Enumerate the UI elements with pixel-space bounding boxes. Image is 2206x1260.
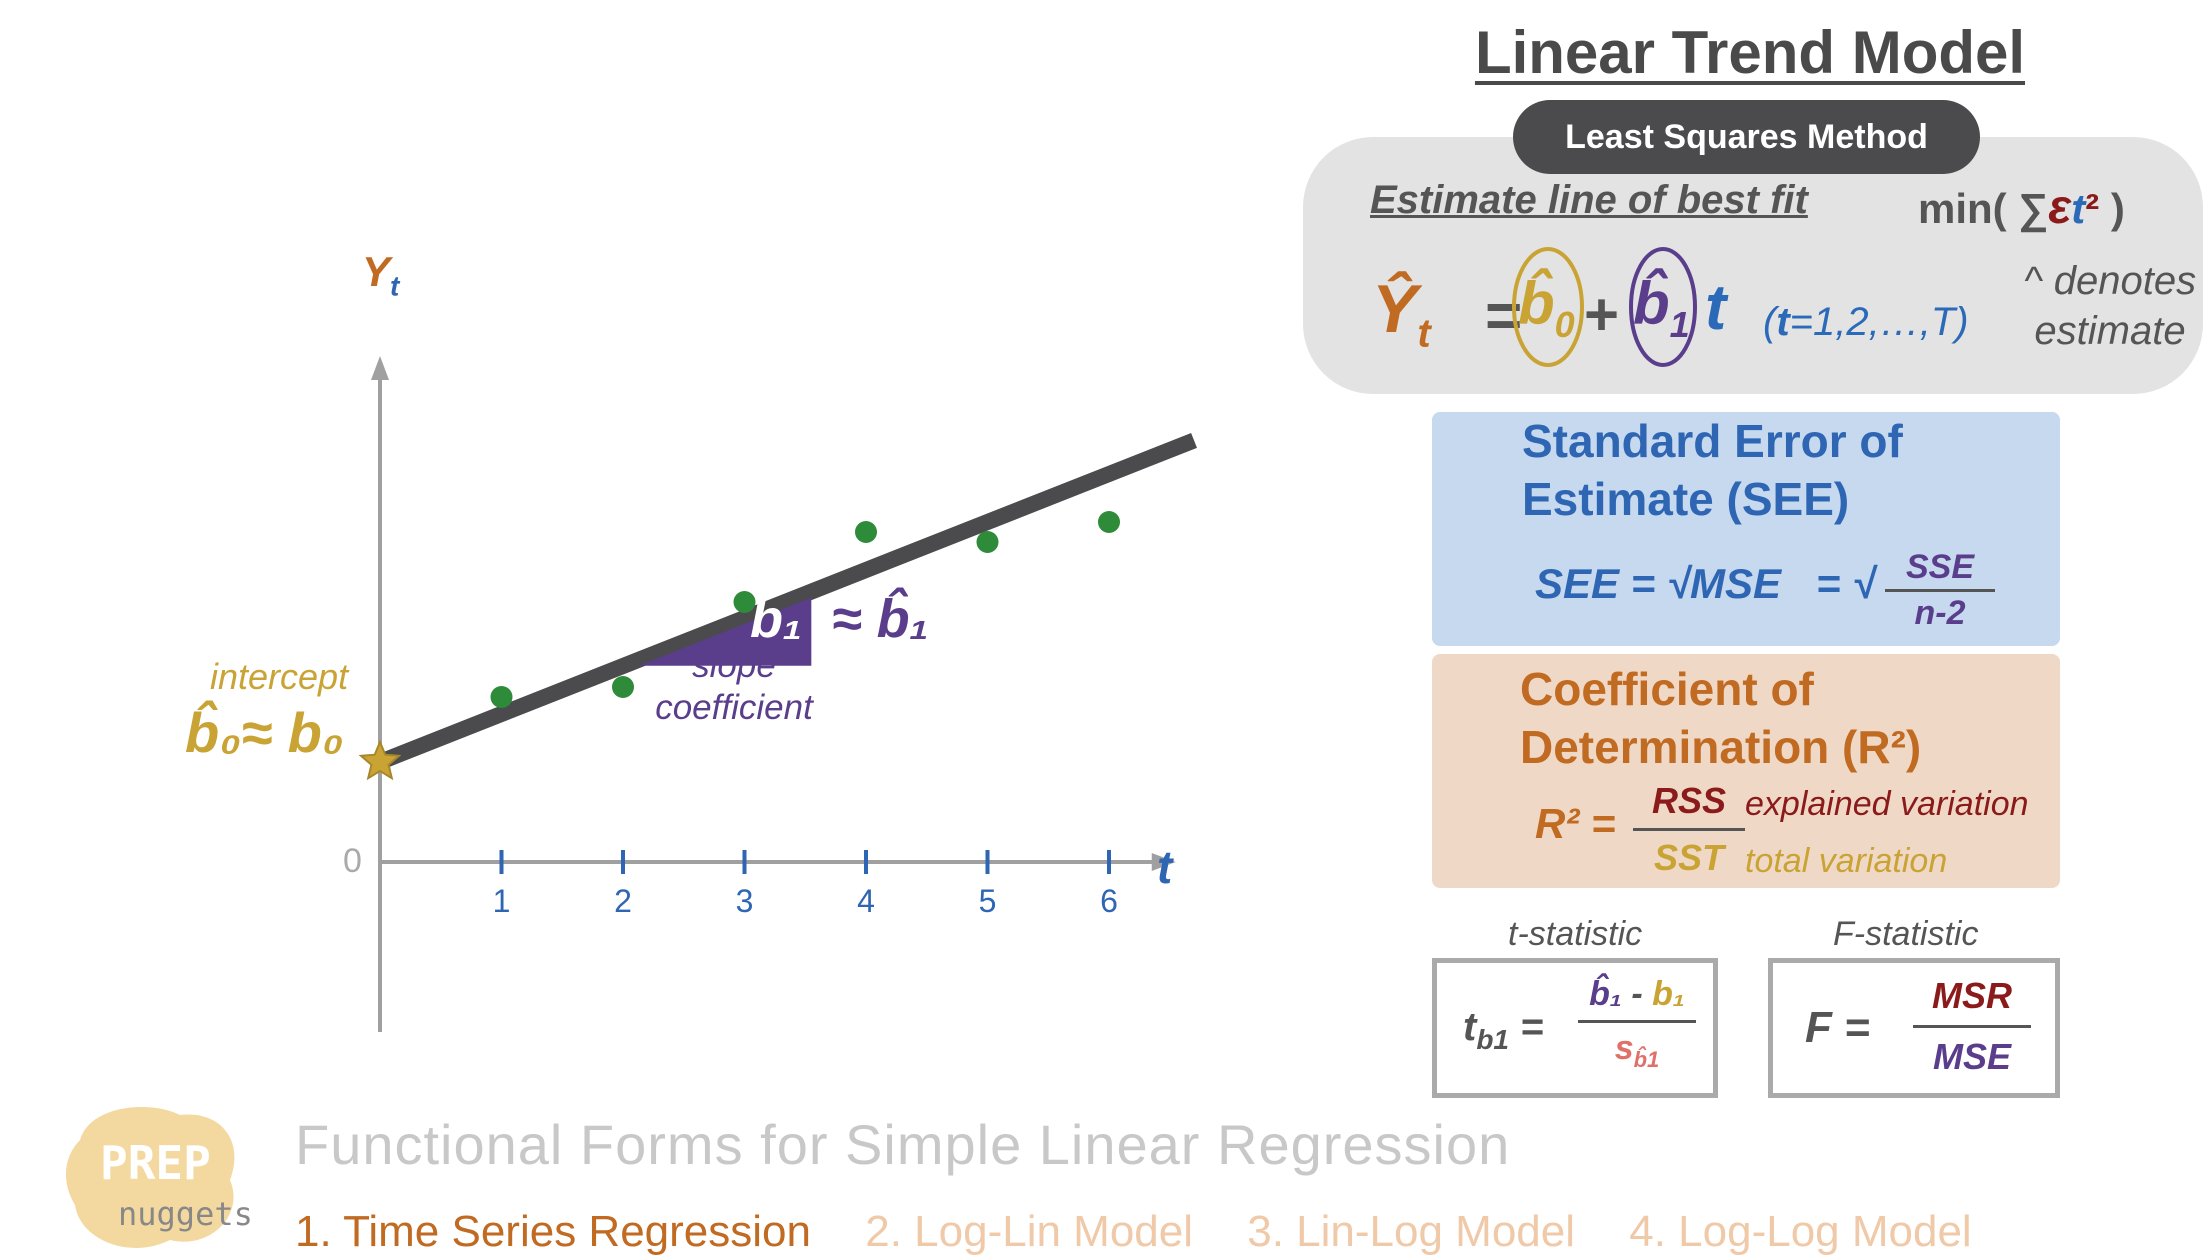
linear-trend-chart: 1 2 3 4 5 6 xyxy=(358,356,1197,1032)
r2-explained-label: explained variation xyxy=(1745,785,2029,823)
f-statistic-fraction: MSR MSE xyxy=(1913,975,2031,1078)
r2-lhs: R² = xyxy=(1535,800,1616,847)
see-title-line-2: Estimate (SEE) xyxy=(1522,473,1850,525)
prep-nuggets-logo: PREP nuggets xyxy=(60,1100,253,1260)
data-point xyxy=(733,591,756,613)
r2-panel xyxy=(1432,654,2060,888)
hat-note-line-2: estimate xyxy=(2034,309,2186,353)
chart-labels xyxy=(358,739,402,781)
min-epsilon: ε xyxy=(2048,181,2072,234)
slope-triangle xyxy=(638,597,812,666)
equation-plus: + xyxy=(1584,281,1620,348)
data-point xyxy=(612,676,634,698)
trend-line xyxy=(377,432,1197,770)
chart-axes xyxy=(371,356,1176,1032)
f-statistic-box xyxy=(1768,958,2060,1098)
r2-title-line-2: Determination (R²) xyxy=(1520,721,1922,773)
topic-list: 1. Time Series Regression 2. Log-Lin Mod… xyxy=(295,1207,2014,1257)
data-point xyxy=(490,686,513,708)
footer-subtitle: Functional Forms for Simple Linear Regre… xyxy=(295,1113,1511,1176)
min-square: ² xyxy=(2085,185,2100,232)
f-numerator: MSR xyxy=(1932,975,2012,1016)
least-squares-pill: Least Squares Method xyxy=(1513,100,1980,174)
least-squares-panel xyxy=(1303,137,2203,394)
equation-b0-circled: b̂0 xyxy=(1510,245,1586,369)
r2-total-label: total variation xyxy=(1745,842,1948,880)
b0-circle-icon xyxy=(1512,247,1584,367)
equation-yhat: Ŷt xyxy=(1372,271,1431,356)
x-axis-arrow-icon xyxy=(1151,853,1176,871)
logo-prep-text: PREP xyxy=(100,1136,211,1190)
y-axis-arrow-icon xyxy=(371,356,389,380)
min-prefix: min( ∑ xyxy=(1918,185,2049,232)
x-tick-label: 4 xyxy=(857,883,875,919)
t-statistic-fraction: b̂₁ - b₁ sb̂1 xyxy=(1578,975,1696,1073)
estimate-label: Estimate line of best fit xyxy=(1370,178,1808,222)
see-title-line-1: Standard Error of xyxy=(1522,415,1903,467)
slope-label-line-1: slope xyxy=(692,646,776,685)
slope-b1-label: b₁ xyxy=(750,589,802,649)
topic-log-log[interactable]: 4. Log-Log Model xyxy=(1629,1207,1972,1256)
see-numerator: SSE xyxy=(1905,548,1975,586)
x-tick-label: 2 xyxy=(614,883,632,919)
slope-coefficient-label: slope coefficient xyxy=(648,645,820,729)
x-axis-label: t xyxy=(1157,841,1173,893)
hat-denotes-note: ^ denotes estimate xyxy=(2010,256,2206,356)
t-denominator: sb̂1 xyxy=(1614,1029,1660,1072)
slope-label-line-2: coefficient xyxy=(655,688,813,727)
data-point xyxy=(976,531,999,553)
r2-fraction: RSS SST xyxy=(1633,780,1745,879)
page-title: Linear Trend Model xyxy=(1474,19,2026,86)
equation-t: t xyxy=(1705,271,1727,343)
y-axis-label: Yt xyxy=(362,248,400,302)
data-point xyxy=(855,521,877,543)
see-title: Standard Error of Estimate (SEE) xyxy=(1522,412,1903,528)
topic-log-lin[interactable]: 2. Log-Lin Model xyxy=(865,1207,1193,1256)
x-tick-label: 6 xyxy=(1100,883,1118,919)
min-expression: min( ∑εt² ) xyxy=(1918,180,2125,235)
t-statistic-label: t-statistic xyxy=(1508,915,1643,953)
logo-blob-icon xyxy=(65,1107,235,1248)
data-points xyxy=(490,511,1120,708)
x-tick-label: 5 xyxy=(979,883,997,919)
f-denominator: MSE xyxy=(1932,1036,2011,1077)
topic-lin-log[interactable]: 3. Lin-Log Model xyxy=(1247,1207,1575,1256)
see-denominator: n-2 xyxy=(1914,594,1966,632)
trend-line-group xyxy=(377,432,1197,770)
t-statistic-box xyxy=(1432,958,1718,1098)
x-ticks: 1 2 3 4 5 6 xyxy=(493,850,1118,919)
min-suffix: ) xyxy=(2099,185,2125,232)
min-t: t xyxy=(2071,185,2086,232)
origin-label: 0 xyxy=(343,842,362,880)
slope-triangle-group xyxy=(638,597,812,666)
equation-b1-circled: b̂1 xyxy=(1625,245,1701,369)
topic-time-series[interactable]: 1. Time Series Regression xyxy=(295,1207,811,1256)
x-tick-label: 3 xyxy=(736,883,754,919)
intercept-label: intercept xyxy=(210,656,349,697)
r2-numerator: RSS xyxy=(1651,780,1727,821)
logo-nuggets-text: nuggets xyxy=(118,1195,253,1233)
r2-denominator: SST xyxy=(1653,837,1724,878)
slope-b1hat-label: ≈ b̂₁ xyxy=(832,589,929,649)
hat-note-line-1: ^ denotes xyxy=(2023,259,2197,303)
r2-title-line-1: Coefficient of xyxy=(1520,663,1814,715)
f-statistic-label: F-statistic xyxy=(1833,915,1979,953)
see-fraction: SSE n-2 xyxy=(1885,548,1995,633)
data-point xyxy=(1098,511,1120,533)
b1-circle-icon xyxy=(1629,247,1697,367)
f-statistic-lhs: F = xyxy=(1805,1003,1870,1052)
r2-title: Coefficient of Determination (R²) xyxy=(1520,660,1921,776)
intercept-star-icon xyxy=(358,739,402,781)
see-panel xyxy=(1432,412,2060,646)
intercept-equation: b̂₀≈ b₀ xyxy=(185,701,344,764)
t-statistic-lhs: tb1 = xyxy=(1463,1005,1544,1055)
see-formula: SEE = √MSE = √ xyxy=(1535,560,1876,607)
equation-range: (t=1,2,…,T) xyxy=(1763,300,1969,344)
t-numerator: b̂₁ - b₁ xyxy=(1589,975,1685,1013)
x-tick-label: 1 xyxy=(493,883,511,919)
